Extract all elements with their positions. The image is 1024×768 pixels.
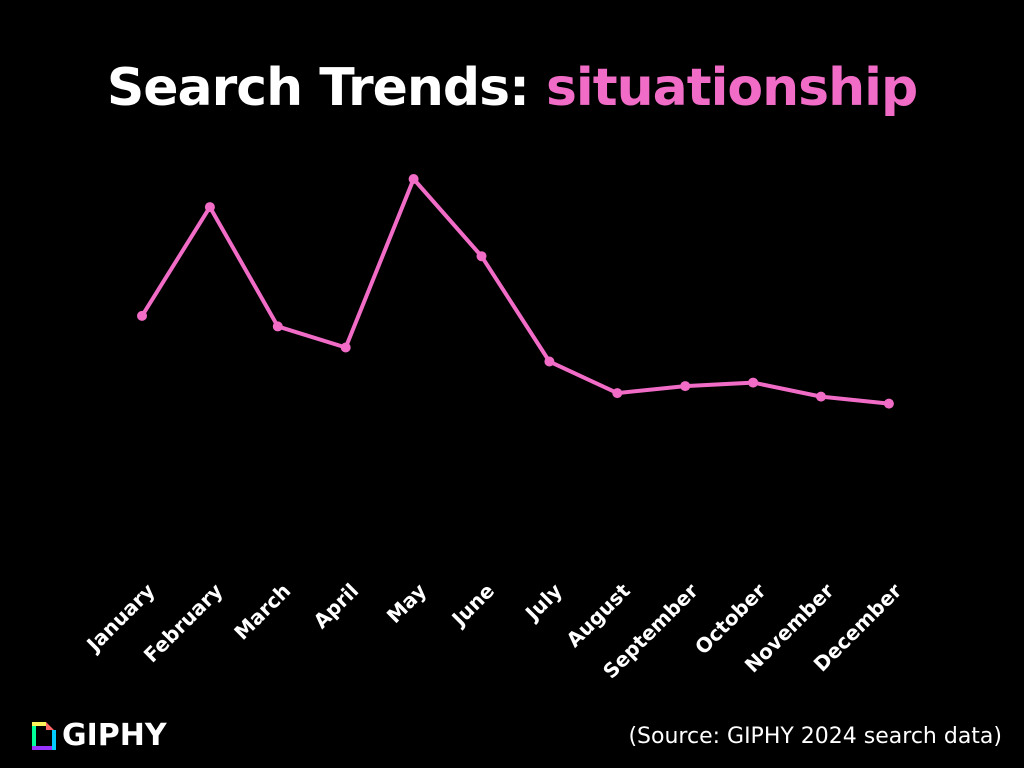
giphy-wordmark: GIPHY [62, 718, 167, 753]
data-point-august [612, 388, 623, 399]
x-tick-label-june: June [446, 579, 499, 632]
data-point-july [544, 356, 555, 367]
giphy-logo-icon [32, 721, 56, 750]
data-point-june [476, 251, 487, 262]
data-point-september [680, 381, 691, 392]
x-tick-label-march: March [229, 579, 295, 645]
chart-title: Search Trends: situationship [0, 58, 1024, 118]
data-points [137, 174, 894, 409]
x-tick-label-july: July [519, 579, 567, 627]
source-note: (Source: GIPHY 2024 search data) [628, 724, 1002, 749]
series-line [140, 177, 890, 406]
title-term: situationship [545, 58, 918, 118]
x-tick-label-april: April [309, 579, 364, 634]
data-point-january [137, 310, 147, 321]
series-line-layer [140, 177, 890, 406]
data-point-march [272, 321, 283, 332]
data-point-may [408, 174, 419, 184]
data-point-november [816, 391, 826, 402]
data-point-april [340, 342, 351, 353]
data-point-december [883, 398, 894, 409]
title-prefix: Search Trends: [106, 58, 546, 118]
giphy-logo: GIPHY [32, 718, 167, 753]
data-point-february [204, 202, 215, 213]
x-tick-label-may: May [382, 579, 431, 628]
data-point-october [748, 377, 759, 388]
